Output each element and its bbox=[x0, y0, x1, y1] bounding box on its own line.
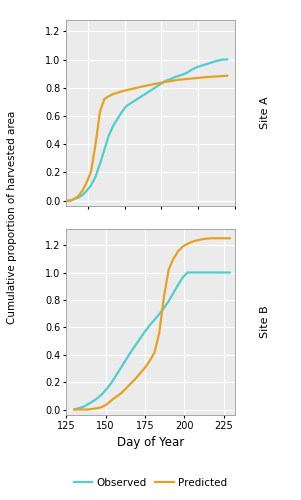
Legend: Observed, Predicted: Observed, Predicted bbox=[70, 474, 231, 492]
Text: Site A: Site A bbox=[260, 97, 270, 130]
X-axis label: Day of Year: Day of Year bbox=[117, 436, 184, 449]
Text: Site B: Site B bbox=[260, 306, 270, 338]
Text: Cumulative proportion of harvested area: Cumulative proportion of harvested area bbox=[7, 111, 17, 324]
